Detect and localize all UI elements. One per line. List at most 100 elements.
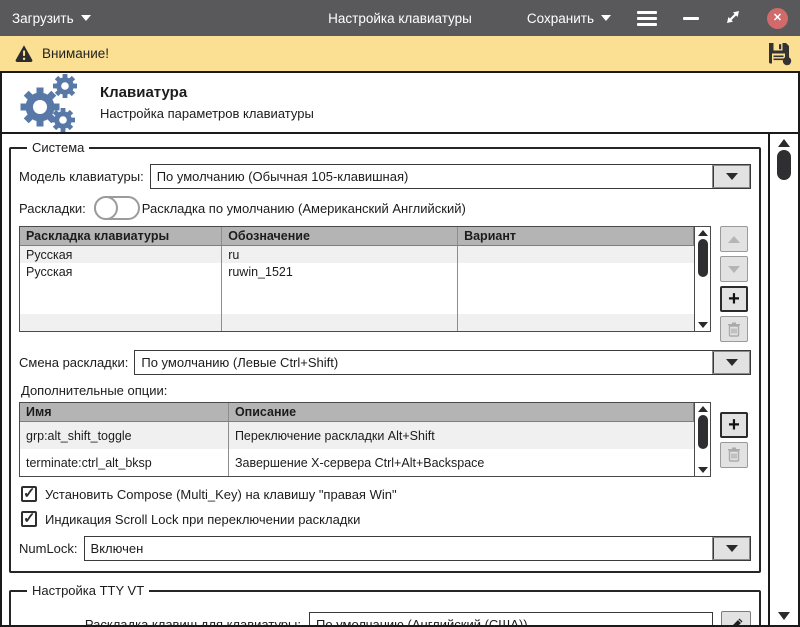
tty-fieldset: Настройка TTY VT Раскладка клавиш для кл… bbox=[9, 583, 761, 625]
edit-tty-layout-button[interactable] bbox=[721, 611, 751, 625]
dropdown-arrow-icon[interactable] bbox=[712, 537, 750, 560]
layouts-toggle-text: Раскладка по умолчанию (Американский Анг… bbox=[141, 200, 466, 216]
plus-icon: + bbox=[728, 413, 740, 436]
layouts-default-toggle[interactable] bbox=[93, 196, 140, 220]
tty-layout-label: Раскладка клавиш для клавиатуры: bbox=[84, 617, 301, 625]
main-area: Система Модель клавиатуры: По умолчанию … bbox=[0, 134, 800, 627]
tty-legend: Настройка TTY VT bbox=[32, 583, 145, 598]
cell-code: ru bbox=[222, 246, 459, 263]
move-down-button[interactable] bbox=[720, 256, 748, 282]
cell-variant bbox=[458, 246, 694, 263]
layouts-table: Раскладка клавиатуры Обозначение Вариант… bbox=[19, 226, 711, 332]
dropdown-arrow-icon[interactable] bbox=[712, 165, 750, 188]
cell-variant bbox=[458, 263, 694, 280]
close-button[interactable]: ✕ bbox=[767, 7, 788, 29]
warning-text: Внимание! bbox=[42, 46, 110, 61]
keyboard-model-label: Модель клавиатуры: bbox=[19, 169, 144, 184]
keyboard-settings-gears-icon bbox=[12, 73, 82, 132]
floppy-save-icon bbox=[769, 43, 792, 66]
save-file-button[interactable] bbox=[766, 41, 792, 66]
layouts-table-scrollbar[interactable] bbox=[694, 227, 710, 331]
scroll-up-icon[interactable] bbox=[697, 406, 708, 412]
arrow-up-icon bbox=[728, 235, 740, 243]
scroll-up-icon[interactable] bbox=[778, 139, 790, 147]
keyboard-model-value: По умолчанию (Обычная 105-клавишная) bbox=[156, 169, 409, 184]
plus-icon: + bbox=[728, 288, 740, 310]
compose-checkbox-label: Установить Compose (Multi_Key) на клавиш… bbox=[45, 486, 397, 502]
checkbox-checked-icon[interactable] bbox=[21, 484, 37, 502]
close-icon: ✕ bbox=[772, 11, 783, 24]
chevron-down-icon bbox=[80, 15, 91, 21]
options-table-header: Имя Описание bbox=[20, 403, 694, 422]
scroll-lock-checkbox-row[interactable]: Индикация Scroll Lock при переключении р… bbox=[21, 509, 751, 527]
cell-option-name: grp:alt_shift_toggle bbox=[20, 422, 229, 449]
scroll-up-icon[interactable] bbox=[697, 230, 708, 236]
warning-bar: Внимание! bbox=[0, 36, 800, 73]
table-row[interactable]: Русская ruwin_1521 bbox=[20, 263, 694, 280]
cell-option-desc: Завершение X-сервера Ctrl+Alt+Backspace bbox=[234, 455, 485, 470]
column-header: Обозначение bbox=[222, 227, 459, 246]
table-row[interactable]: grp:alt_shift_toggle Переключение раскла… bbox=[20, 422, 694, 449]
save-menu-label: Сохранить bbox=[526, 10, 594, 26]
tty-layout-field[interactable]: По умолчанию (Английский (США)) bbox=[309, 612, 713, 625]
toggle-knob-icon bbox=[93, 196, 118, 220]
column-header: Вариант bbox=[458, 227, 694, 246]
column-header: Имя bbox=[20, 403, 229, 422]
keyboard-model-select[interactable]: По умолчанию (Обычная 105-клавишная) bbox=[149, 164, 751, 189]
pencil-icon bbox=[732, 618, 742, 625]
layout-switch-select[interactable]: По умолчанию (Левые Ctrl+Shift) bbox=[134, 350, 751, 375]
compose-checkbox-row[interactable]: Установить Compose (Multi_Key) на клавиш… bbox=[21, 484, 751, 502]
cell-option-name: terminate:ctrl_alt_bksp bbox=[20, 449, 229, 476]
cell-code: ruwin_1521 bbox=[222, 263, 459, 280]
delete-option-button[interactable] bbox=[720, 441, 748, 468]
minimize-button[interactable] bbox=[683, 16, 699, 20]
table-row-empty bbox=[20, 297, 694, 314]
layout-switch-label: Смена раскладки: bbox=[19, 355, 129, 370]
add-layout-button[interactable]: + bbox=[720, 286, 748, 312]
scroll-down-icon[interactable] bbox=[697, 322, 708, 328]
cell-option-desc: Переключение раскладки Alt+Shift bbox=[234, 428, 435, 443]
move-up-button[interactable] bbox=[720, 226, 748, 252]
numlock-value: Включен bbox=[90, 541, 144, 556]
maximize-button[interactable] bbox=[725, 9, 741, 28]
extra-options-label: Дополнительные опции: bbox=[21, 383, 168, 398]
numlock-label: NumLock: bbox=[19, 541, 78, 556]
system-fieldset: Система Модель клавиатуры: По умолчанию … bbox=[9, 140, 761, 573]
scroll-thumb[interactable] bbox=[697, 415, 708, 449]
page-title: Клавиатура bbox=[100, 84, 188, 101]
trash-icon bbox=[728, 322, 740, 337]
table-row[interactable]: terminate:ctrl_alt_bksp Завершение X-сер… bbox=[20, 449, 694, 476]
layout-switch-value: По умолчанию (Левые Ctrl+Shift) bbox=[141, 355, 339, 370]
dropdown-arrow-icon[interactable] bbox=[712, 351, 750, 374]
layouts-label: Раскладки: bbox=[19, 200, 86, 216]
resize-icon bbox=[727, 10, 739, 23]
system-legend: Система bbox=[32, 140, 85, 155]
arrow-down-icon bbox=[728, 265, 740, 273]
options-table-scrollbar[interactable] bbox=[694, 403, 710, 476]
delete-layout-button[interactable] bbox=[720, 316, 748, 342]
table-row[interactable]: Русская ru bbox=[20, 246, 694, 263]
save-menu-button[interactable]: Сохранить bbox=[527, 11, 611, 26]
minimize-icon bbox=[683, 16, 699, 20]
layouts-table-header: Раскладка клавиатуры Обозначение Вариант bbox=[20, 227, 694, 246]
scroll-thumb[interactable] bbox=[777, 150, 791, 180]
numlock-select[interactable]: Включен bbox=[83, 536, 751, 561]
table-row-empty bbox=[20, 280, 694, 297]
titlebar: Настройка клавиатуры Загрузить Сохранить… bbox=[0, 0, 800, 36]
column-header: Раскладка клавиатуры bbox=[20, 227, 223, 246]
warning-icon bbox=[15, 45, 33, 63]
scroll-down-icon[interactable] bbox=[697, 467, 708, 473]
checkbox-checked-icon[interactable] bbox=[21, 509, 37, 527]
cell-layout: Русская bbox=[20, 263, 223, 280]
add-option-button[interactable]: + bbox=[720, 411, 748, 438]
load-menu-button[interactable]: Загрузить bbox=[12, 11, 91, 26]
trash-icon bbox=[728, 447, 740, 462]
scroll-thumb[interactable] bbox=[697, 239, 708, 277]
table-row-empty bbox=[20, 314, 694, 331]
scroll-lock-checkbox-label: Индикация Scroll Lock при переключении р… bbox=[45, 511, 361, 527]
scroll-down-icon[interactable] bbox=[778, 612, 790, 620]
cell-layout: Русская bbox=[20, 246, 223, 263]
page-subtitle: Настройка параметров клавиатуры bbox=[100, 106, 314, 121]
hamburger-menu-button[interactable] bbox=[637, 10, 657, 26]
window-scrollbar[interactable] bbox=[768, 134, 798, 625]
